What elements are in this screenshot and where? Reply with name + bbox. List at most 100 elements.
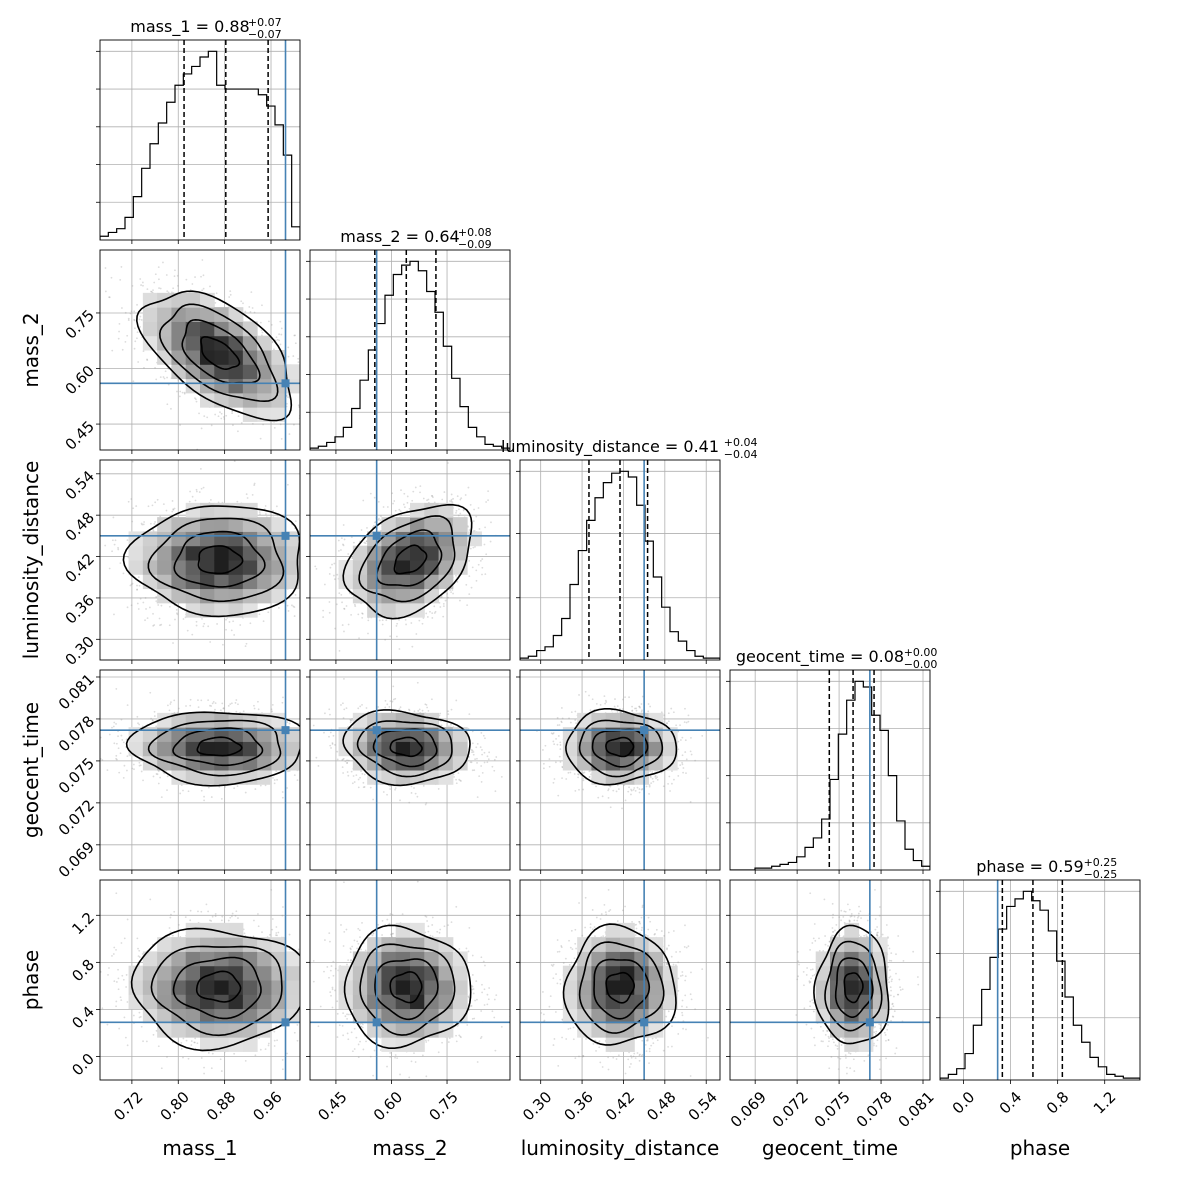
sample-point — [185, 278, 188, 281]
sample-point — [408, 507, 411, 510]
sample-point — [449, 500, 451, 502]
sample-point — [171, 291, 173, 294]
sample-point — [396, 622, 399, 625]
sample-point — [378, 517, 380, 520]
sample-point — [153, 523, 156, 525]
sample-point — [90, 535, 92, 537]
sample-point — [275, 505, 278, 508]
sample-point — [380, 515, 382, 518]
sample-point — [231, 410, 234, 413]
sample-point — [146, 358, 148, 361]
sample-point — [286, 604, 289, 607]
sample-point — [135, 505, 138, 507]
sample-point — [471, 566, 474, 569]
sample-point — [225, 628, 227, 631]
density-bin — [242, 560, 258, 575]
sample-point — [468, 575, 471, 578]
sample-point — [136, 337, 138, 340]
sample-point — [259, 513, 261, 516]
sample-point — [449, 589, 452, 592]
sample-point — [287, 355, 290, 358]
sample-point — [467, 486, 470, 489]
density-bin — [271, 560, 287, 575]
sample-point — [316, 586, 318, 588]
title-mass_1: mass_1 = 0.88+0.07−0.07 — [130, 16, 281, 41]
sample-point — [104, 290, 107, 293]
sample-point — [297, 357, 300, 360]
density-bin — [271, 588, 287, 604]
sample-point — [223, 418, 226, 420]
sample-point — [429, 610, 431, 613]
density-bin — [242, 602, 258, 618]
sample-point — [228, 621, 231, 623]
sample-point — [253, 311, 256, 314]
title-text: mass_1 = 0.88 — [130, 17, 249, 37]
sample-point — [156, 498, 159, 501]
sample-point — [217, 501, 220, 504]
density-bin — [271, 392, 287, 408]
sample-point — [267, 611, 270, 614]
sample-point — [133, 310, 136, 313]
sample-point — [167, 383, 170, 386]
sample-point — [136, 588, 138, 591]
sample-point — [385, 619, 388, 622]
sample-point — [450, 591, 452, 593]
sample-point — [258, 511, 261, 514]
sample-point — [157, 604, 160, 606]
sample-point — [278, 339, 281, 342]
sample-point — [162, 376, 165, 378]
sample-point — [222, 416, 225, 418]
sample-point — [326, 561, 328, 563]
sample-point — [443, 491, 446, 493]
sample-point — [176, 390, 178, 393]
sample-point — [308, 392, 310, 394]
sample-point — [317, 409, 319, 411]
sample-point — [322, 609, 325, 612]
density-bin — [171, 588, 187, 604]
sample-point — [483, 543, 486, 546]
sample-point — [340, 594, 343, 596]
density-bin — [242, 502, 258, 518]
density-bin — [171, 545, 187, 561]
sample-point — [240, 300, 243, 303]
sample-point — [146, 617, 149, 620]
sample-point — [474, 545, 476, 548]
sample-point — [200, 487, 203, 490]
sample-point — [126, 606, 129, 609]
density-bin — [185, 335, 201, 351]
sample-point — [459, 498, 462, 501]
sample-point — [473, 508, 475, 511]
density-bin — [214, 350, 230, 365]
sample-point — [475, 579, 478, 582]
sample-point — [403, 506, 406, 509]
sample-point — [242, 302, 244, 305]
sample-point — [108, 567, 111, 570]
density-bin — [185, 350, 201, 365]
sample-point — [134, 327, 136, 330]
sample-point — [521, 516, 523, 518]
sample-point — [365, 540, 368, 543]
sample-point — [472, 520, 475, 523]
sample-point — [225, 618, 227, 621]
sample-point — [270, 323, 273, 326]
density-bin — [142, 307, 158, 322]
density-bin — [228, 517, 244, 532]
sample-point — [316, 426, 318, 428]
density-bin — [242, 364, 258, 380]
density-bin — [185, 502, 201, 518]
sample-point — [195, 624, 198, 627]
sample-point — [367, 632, 369, 635]
density-bins — [142, 292, 300, 422]
sample-point — [152, 289, 154, 292]
density-bin — [214, 545, 230, 561]
density-bin — [185, 545, 201, 561]
sample-point — [333, 562, 336, 565]
sample-point — [175, 608, 178, 611]
sample-point — [412, 490, 415, 493]
sample-point — [418, 619, 421, 622]
sample-point — [233, 460, 236, 463]
density-bin — [257, 364, 272, 380]
sample-point — [114, 539, 117, 542]
sample-point — [146, 359, 149, 361]
sample-point — [395, 635, 398, 638]
